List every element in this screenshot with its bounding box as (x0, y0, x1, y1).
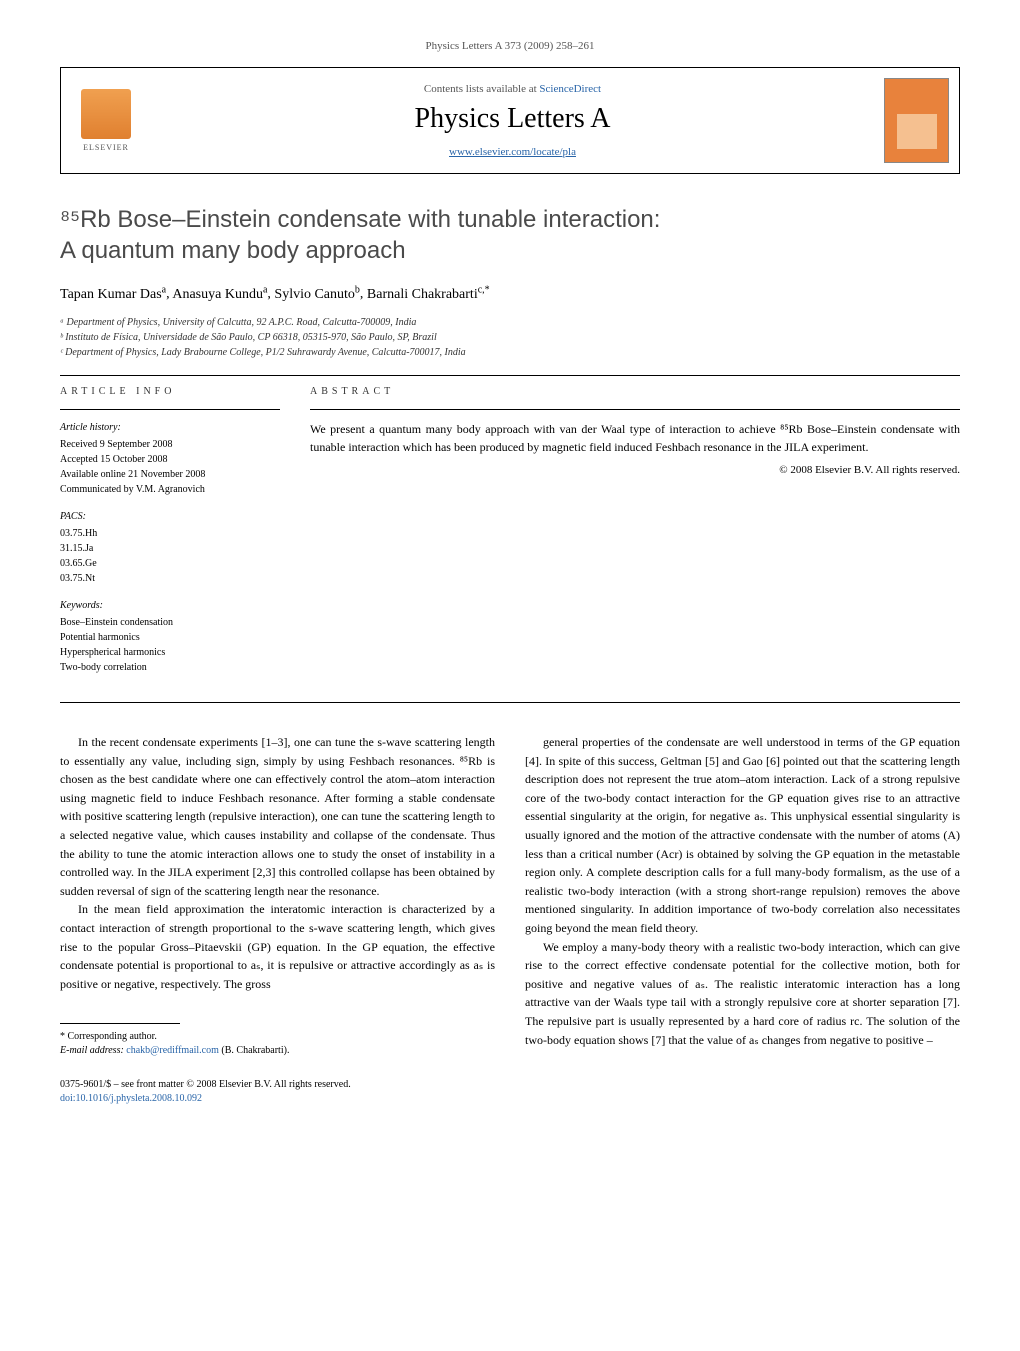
email-name: (B. Chakrabarti). (219, 1045, 290, 1056)
col1-para-1: In the recent condensate experiments [1–… (60, 733, 495, 900)
footnote-block: * Corresponding author. E-mail address: … (60, 1030, 495, 1058)
keyword-2: Potential harmonics (60, 630, 280, 645)
abstract-heading: ABSTRACT (310, 386, 960, 397)
title-line-1: ⁸⁵Rb Bose–Einstein condensate with tunab… (60, 206, 660, 233)
pacs-1: 03.75.Hh (60, 526, 280, 541)
divider-bottom (60, 702, 960, 703)
info-abstract-row: ARTICLE INFO Article history: Received 9… (60, 386, 960, 687)
keywords-heading: Keywords: (60, 598, 280, 613)
keyword-4: Two-body correlation (60, 660, 280, 675)
author-1: Tapan Kumar Dasa (60, 287, 166, 302)
history-communicated: Communicated by V.M. Agranovich (60, 482, 280, 497)
journal-title: Physics Letters A (141, 103, 884, 135)
column-right: general properties of the condensate are… (525, 733, 960, 1106)
abstract-divider (310, 409, 960, 410)
author-3: Sylvio Canutob (274, 287, 360, 302)
journal-cover-thumbnail (884, 78, 949, 163)
publisher-header-box: ELSEVIER Contents lists available at Sci… (60, 67, 960, 174)
sciencedirect-link[interactable]: ScienceDirect (539, 83, 601, 95)
journal-url-link[interactable]: www.elsevier.com/locate/pla (449, 146, 576, 158)
corresponding-author-note: * Corresponding author. (60, 1030, 495, 1044)
pacs-heading: PACS: (60, 509, 280, 524)
article-history-block: Article history: Received 9 September 20… (60, 420, 280, 497)
contents-prefix: Contents lists available at (424, 83, 539, 95)
elsevier-logo: ELSEVIER (71, 81, 141, 161)
divider-top (60, 375, 960, 376)
keyword-3: Hyperspherical harmonics (60, 645, 280, 660)
history-heading: Article history: (60, 420, 280, 435)
author-2: Anasuya Kundua (172, 287, 267, 302)
body-columns: In the recent condensate experiments [1–… (60, 733, 960, 1106)
affiliation-a: ᵃ Department of Physics, University of C… (60, 315, 960, 330)
abstract-column: ABSTRACT We present a quantum many body … (310, 386, 960, 687)
history-received: Received 9 September 2008 (60, 437, 280, 452)
col2-para-2: We employ a many-body theory with a real… (525, 938, 960, 1050)
abstract-text: We present a quantum many body approach … (310, 420, 960, 456)
affiliation-b: ᵇ Instituto de Física, Universidade de S… (60, 330, 960, 345)
email-line: E-mail address: chakb@rediffmail.com (B.… (60, 1044, 495, 1058)
email-link[interactable]: chakb@rediffmail.com (126, 1045, 219, 1056)
page-container: Physics Letters A 373 (2009) 258–261 ELS… (0, 0, 1020, 1146)
title-line-2: A quantum many body approach (60, 237, 406, 264)
doi-link[interactable]: doi:10.1016/j.physleta.2008.10.092 (60, 1093, 202, 1104)
col1-para-2: In the mean field approximation the inte… (60, 900, 495, 993)
header-center: Contents lists available at ScienceDirec… (141, 83, 884, 159)
email-label: E-mail address: (60, 1045, 126, 1056)
footer-copyright: 0375-9601/$ – see front matter © 2008 El… (60, 1078, 495, 1092)
history-online: Available online 21 November 2008 (60, 467, 280, 482)
footnote-divider (60, 1023, 180, 1024)
keywords-block: Keywords: Bose–Einstein condensation Pot… (60, 598, 280, 675)
info-divider-1 (60, 409, 280, 410)
authors-line: Tapan Kumar Dasa, Anasuya Kundua, Sylvio… (60, 284, 960, 303)
affiliations-block: ᵃ Department of Physics, University of C… (60, 315, 960, 360)
article-info-heading: ARTICLE INFO (60, 386, 280, 397)
article-info-column: ARTICLE INFO Article history: Received 9… (60, 386, 280, 687)
pacs-block: PACS: 03.75.Hh 31.15.Ja 03.65.Ge 03.75.N… (60, 509, 280, 586)
pacs-2: 31.15.Ja (60, 541, 280, 556)
keyword-1: Bose–Einstein condensation (60, 615, 280, 630)
footer-block: 0375-9601/$ – see front matter © 2008 El… (60, 1078, 495, 1106)
article-title: ⁸⁵Rb Bose–Einstein condensate with tunab… (60, 204, 960, 266)
pacs-4: 03.75.Nt (60, 571, 280, 586)
col2-para-1: general properties of the condensate are… (525, 733, 960, 938)
author-4: Barnali Chakrabartic,* (367, 287, 490, 302)
pacs-3: 03.65.Ge (60, 556, 280, 571)
elsevier-tree-icon (81, 89, 131, 139)
history-accepted: Accepted 15 October 2008 (60, 452, 280, 467)
elsevier-label: ELSEVIER (83, 143, 129, 152)
journal-header: Physics Letters A 373 (2009) 258–261 (60, 40, 960, 52)
abstract-copyright: © 2008 Elsevier B.V. All rights reserved… (310, 464, 960, 476)
column-left: In the recent condensate experiments [1–… (60, 733, 495, 1106)
affiliation-c: ᶜ Department of Physics, Lady Brabourne … (60, 345, 960, 360)
contents-available-line: Contents lists available at ScienceDirec… (141, 83, 884, 95)
